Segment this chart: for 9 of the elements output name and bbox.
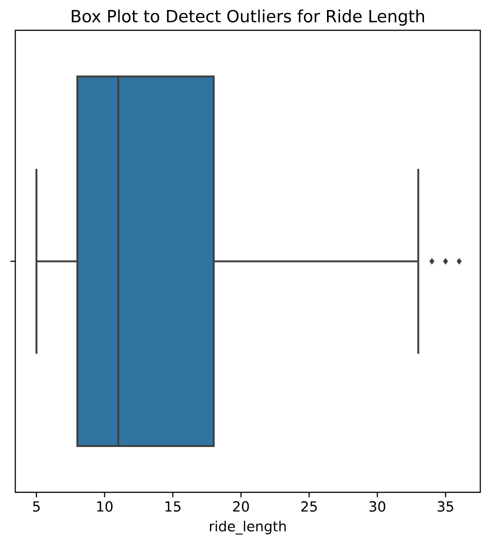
- x-tick-label: 35: [438, 501, 454, 512]
- x-tick-label: 25: [301, 501, 317, 512]
- x-tick-label: 10: [97, 501, 113, 512]
- x-axis-title: ride_length: [210, 520, 286, 535]
- chart-title: Box Plot to Detect Outliers for Ride Length: [72, 10, 424, 26]
- x-tick-label: 20: [233, 501, 249, 512]
- x-tick-label: 15: [165, 501, 180, 512]
- x-tick-label: 30: [370, 501, 386, 512]
- x-tick-label: 5: [33, 501, 40, 512]
